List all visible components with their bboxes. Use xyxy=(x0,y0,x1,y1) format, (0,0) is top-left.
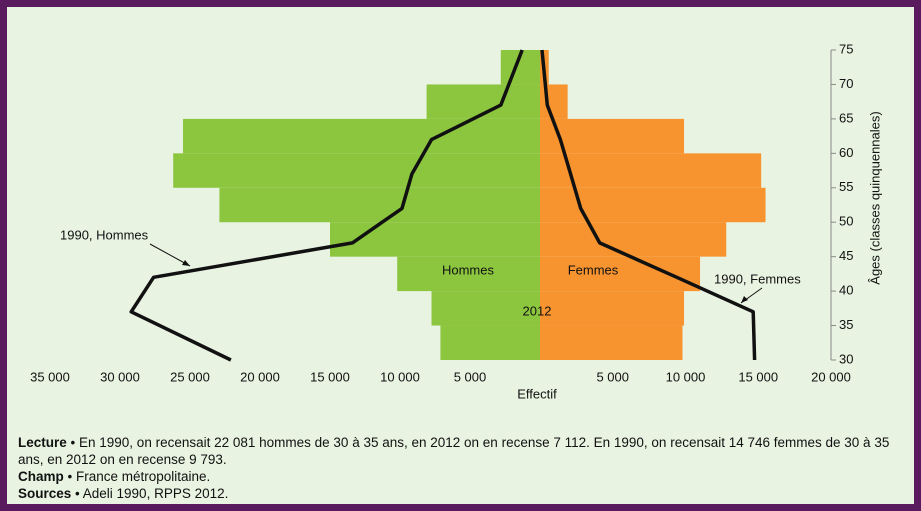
y-axis-label: Âges (classes quinquennales) xyxy=(867,111,882,284)
annotation-arrow xyxy=(149,243,191,267)
bar xyxy=(183,118,540,154)
bar xyxy=(440,325,540,360)
bar xyxy=(219,187,540,223)
bar xyxy=(540,222,727,257)
y-tick-label: 75 xyxy=(839,41,853,56)
notes: Lecture • En 1990, on recensait 22 081 h… xyxy=(18,434,913,502)
x-tick-label: 10 000 xyxy=(380,369,420,384)
bar xyxy=(397,256,540,292)
note: Champ • France métropolitaine. xyxy=(18,468,913,485)
x-tick-label: 30 000 xyxy=(100,369,140,384)
x-tick-label: 5 000 xyxy=(454,369,487,384)
line-label: 1990, Femmes xyxy=(714,271,801,286)
bar xyxy=(540,153,762,188)
x-tick-label: 5 000 xyxy=(596,369,629,384)
y-tick-label: 30 xyxy=(839,351,853,366)
bar xyxy=(540,325,683,360)
note: Sources • Adeli 1990, RPPS 2012. xyxy=(18,485,913,502)
note-text: • France métropolitaine. xyxy=(63,469,211,484)
note-label: Lecture xyxy=(18,435,67,450)
bar xyxy=(173,153,540,188)
line-1990 xyxy=(540,49,757,361)
y-tick-label: 70 xyxy=(839,76,853,91)
y-tick-label: 35 xyxy=(839,317,853,332)
y-tick-label: 50 xyxy=(839,214,853,229)
bars-label: 2012 xyxy=(523,303,552,318)
x-tick-label: 20 000 xyxy=(240,369,280,384)
bar xyxy=(330,222,540,257)
line-label: 1990, Hommes xyxy=(60,227,149,242)
note: Lecture • En 1990, on recensait 22 081 h… xyxy=(18,434,913,468)
note-label: Sources xyxy=(18,486,72,501)
x-tick-label: 15 000 xyxy=(738,369,778,384)
bar xyxy=(540,187,766,223)
series-label: Hommes xyxy=(442,262,495,277)
bar xyxy=(431,291,540,326)
bar xyxy=(540,256,701,292)
arrow-head xyxy=(182,260,190,266)
note-text: • En 1990, on recensait 22 081 hommes de… xyxy=(18,435,890,467)
y-tick-label: 60 xyxy=(839,145,853,160)
y-tick-label: 40 xyxy=(839,283,853,298)
x-tick-label: 35 000 xyxy=(30,369,70,384)
arrow-head xyxy=(741,296,748,303)
note-label: Champ xyxy=(18,469,64,484)
note-text: • Adeli 1990, RPPS 2012. xyxy=(71,486,229,501)
series-label: Femmes xyxy=(568,262,619,277)
x-tick-label: 25 000 xyxy=(170,369,210,384)
y-tick-label: 55 xyxy=(839,179,853,194)
x-axis-label: Effectif xyxy=(517,386,557,401)
bar xyxy=(540,291,685,326)
x-tick-label: 20 000 xyxy=(811,369,851,384)
line-1990 xyxy=(129,49,524,362)
y-tick-label: 45 xyxy=(839,248,853,263)
y-tick-label: 65 xyxy=(839,110,853,125)
x-tick-label: 10 000 xyxy=(666,369,706,384)
x-tick-label: 15 000 xyxy=(310,369,350,384)
